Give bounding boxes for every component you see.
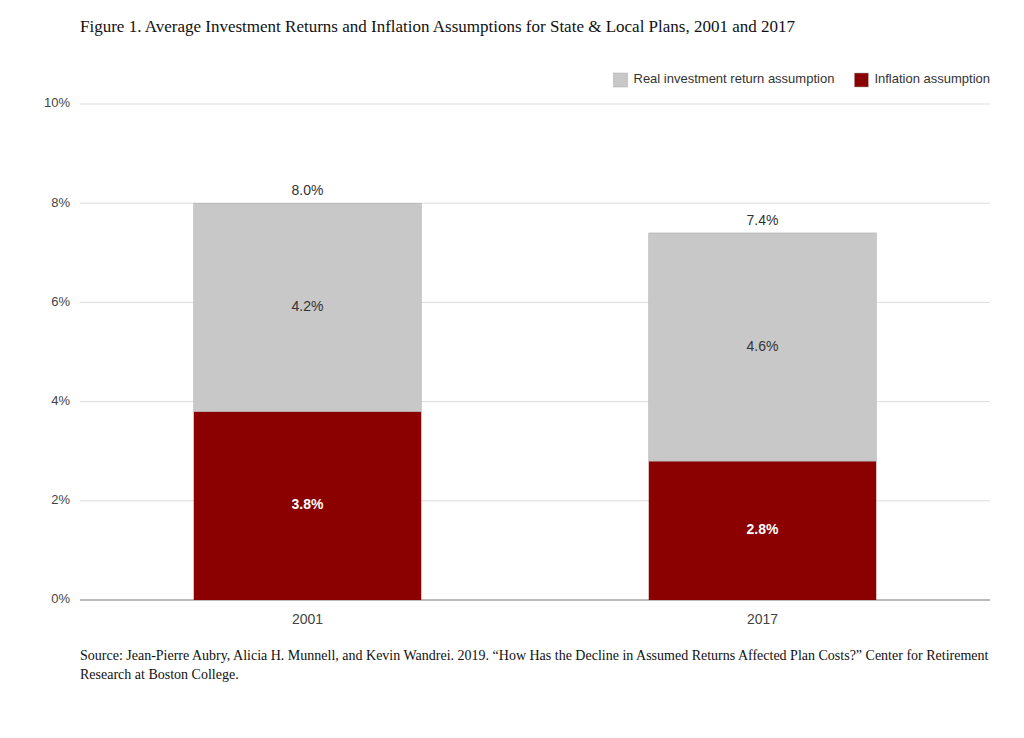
- y-tick-label: 6%: [51, 294, 70, 309]
- data-labels: 3.8% 2.8% 4.2% 4.6% 8.0% 7.4%: [292, 182, 779, 537]
- legend-label: Real investment return assumption: [634, 71, 835, 86]
- bar: [194, 203, 422, 411]
- y-tick-label: 10%: [44, 95, 70, 110]
- segment-label: 4.2%: [292, 298, 324, 314]
- chart: Figure 1. Average Investment Returns and…: [0, 0, 1024, 738]
- bar: [194, 412, 422, 600]
- grid: [80, 104, 990, 600]
- segment-label: 3.8%: [292, 496, 324, 512]
- legend-label: Inflation assumption: [874, 71, 990, 86]
- grid-line: [80, 104, 990, 105]
- bar: [649, 461, 877, 600]
- y-tick-label: 4%: [51, 393, 70, 408]
- bar: [649, 233, 877, 461]
- legend: Inflation assumption Real investment retu…: [614, 71, 991, 87]
- y-tick-label: 8%: [51, 195, 70, 210]
- total-label: 8.0%: [292, 182, 324, 198]
- segment-label: 4.6%: [747, 338, 779, 354]
- y-tick-label: 0%: [51, 591, 70, 606]
- y-tick-label: 2%: [51, 492, 70, 507]
- source-note: Source: Jean-Pierre Aubry, Alicia H. Mun…: [80, 648, 989, 682]
- legend-swatch: [854, 73, 868, 87]
- total-label: 7.4%: [747, 212, 779, 228]
- title: Figure 1. Average Investment Returns and…: [80, 17, 795, 36]
- x-tick-label: 2017: [747, 611, 778, 627]
- legend-swatch: [614, 73, 628, 87]
- x-tick-label: 2001: [292, 611, 323, 627]
- segment-label: 2.8%: [747, 521, 779, 537]
- bars: [194, 203, 877, 600]
